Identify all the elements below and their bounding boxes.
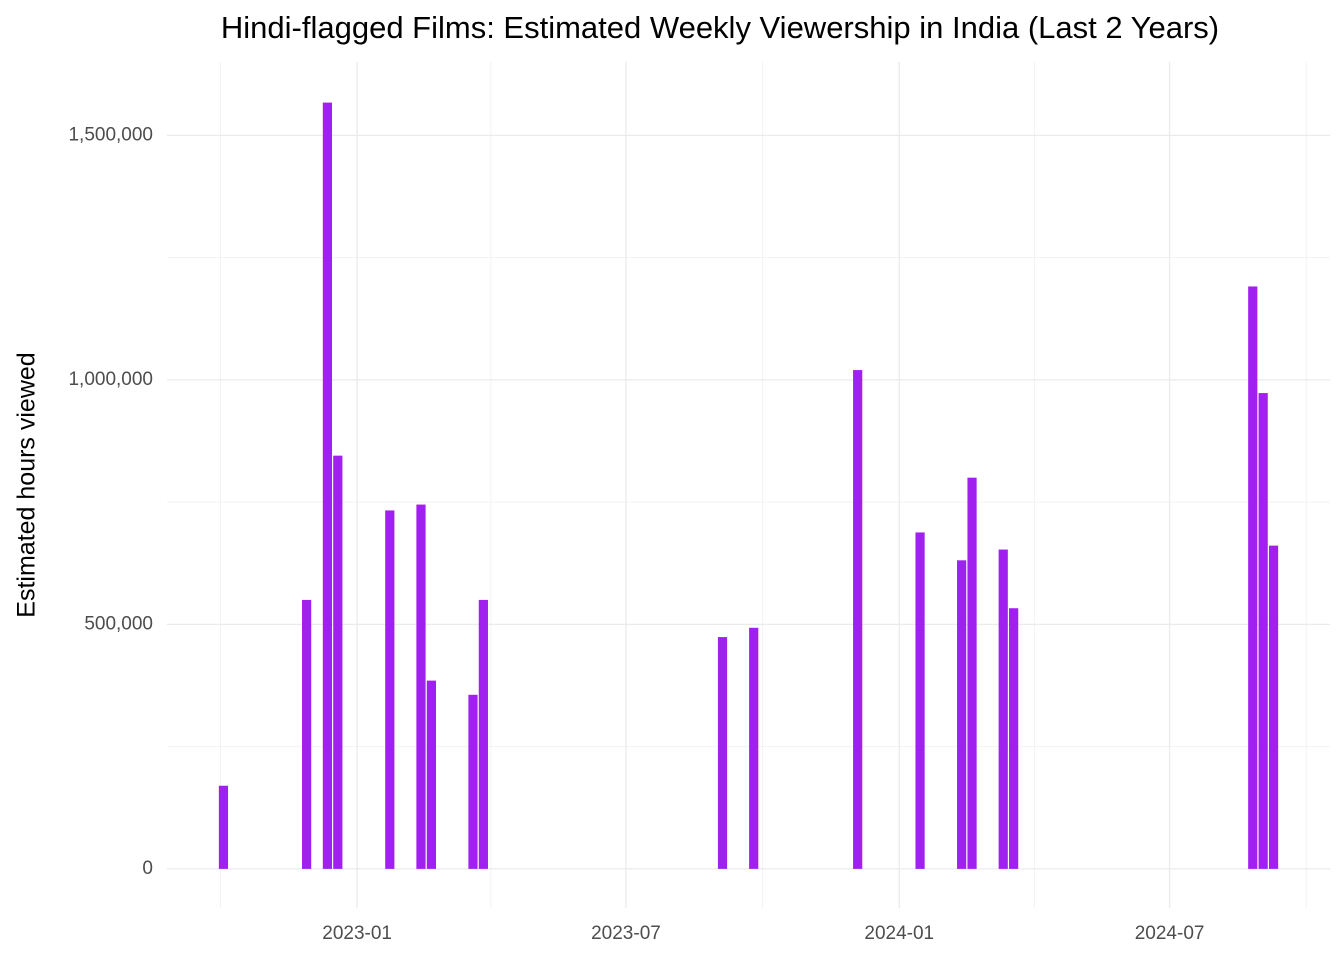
x-tick-label: 2024-01 (864, 923, 934, 944)
y-tick-label: 500,000 (84, 613, 153, 634)
bar (333, 455, 343, 869)
bar (915, 532, 925, 869)
bar (385, 510, 395, 869)
bar (468, 694, 478, 869)
bar (478, 599, 488, 869)
bar (426, 680, 436, 869)
bar (967, 477, 977, 869)
y-tick-label: 1,000,000 (68, 369, 153, 390)
bar (957, 560, 967, 869)
bar (1248, 286, 1258, 869)
y-tick-label: 1,500,000 (68, 124, 153, 145)
y-axis-label: Estimated hours viewed (13, 352, 41, 617)
bar (218, 785, 229, 869)
bar (1009, 608, 1019, 869)
bar (1268, 545, 1279, 869)
bar (416, 504, 426, 869)
y-tick-label: 0 (142, 858, 153, 879)
bar (717, 637, 728, 869)
x-tick-label: 2023-07 (591, 923, 661, 944)
x-tick-label: 2023-01 (322, 923, 392, 944)
bar (322, 102, 333, 869)
bar (998, 549, 1008, 869)
bar (749, 627, 759, 869)
bar (1258, 393, 1268, 869)
bar (853, 370, 863, 869)
x-tick-label: 2024-07 (1135, 923, 1205, 944)
bar (302, 599, 312, 869)
chart-title: Hindi-flagged Films: Estimated Weekly Vi… (221, 10, 1219, 45)
